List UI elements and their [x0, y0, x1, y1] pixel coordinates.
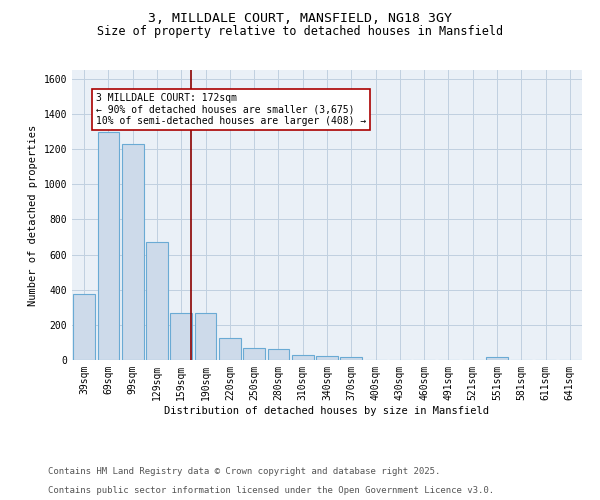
Text: Contains HM Land Registry data © Crown copyright and database right 2025.: Contains HM Land Registry data © Crown c… — [48, 467, 440, 476]
Y-axis label: Number of detached properties: Number of detached properties — [28, 124, 38, 306]
Bar — [292, 354, 314, 360]
Bar — [73, 294, 95, 360]
Text: Size of property relative to detached houses in Mansfield: Size of property relative to detached ho… — [97, 25, 503, 38]
Bar — [97, 132, 119, 360]
Bar — [194, 312, 217, 360]
Bar — [219, 338, 241, 360]
Text: Contains public sector information licensed under the Open Government Licence v3: Contains public sector information licen… — [48, 486, 494, 495]
Bar — [146, 242, 168, 360]
Bar — [268, 348, 289, 360]
Bar — [122, 144, 143, 360]
Bar — [486, 358, 508, 360]
Bar — [316, 356, 338, 360]
X-axis label: Distribution of detached houses by size in Mansfield: Distribution of detached houses by size … — [164, 406, 490, 415]
Text: 3 MILLDALE COURT: 172sqm
← 90% of detached houses are smaller (3,675)
10% of sem: 3 MILLDALE COURT: 172sqm ← 90% of detach… — [96, 93, 367, 126]
Text: 3, MILLDALE COURT, MANSFIELD, NG18 3GY: 3, MILLDALE COURT, MANSFIELD, NG18 3GY — [148, 12, 452, 26]
Bar — [170, 312, 192, 360]
Bar — [340, 358, 362, 360]
Bar — [243, 348, 265, 360]
